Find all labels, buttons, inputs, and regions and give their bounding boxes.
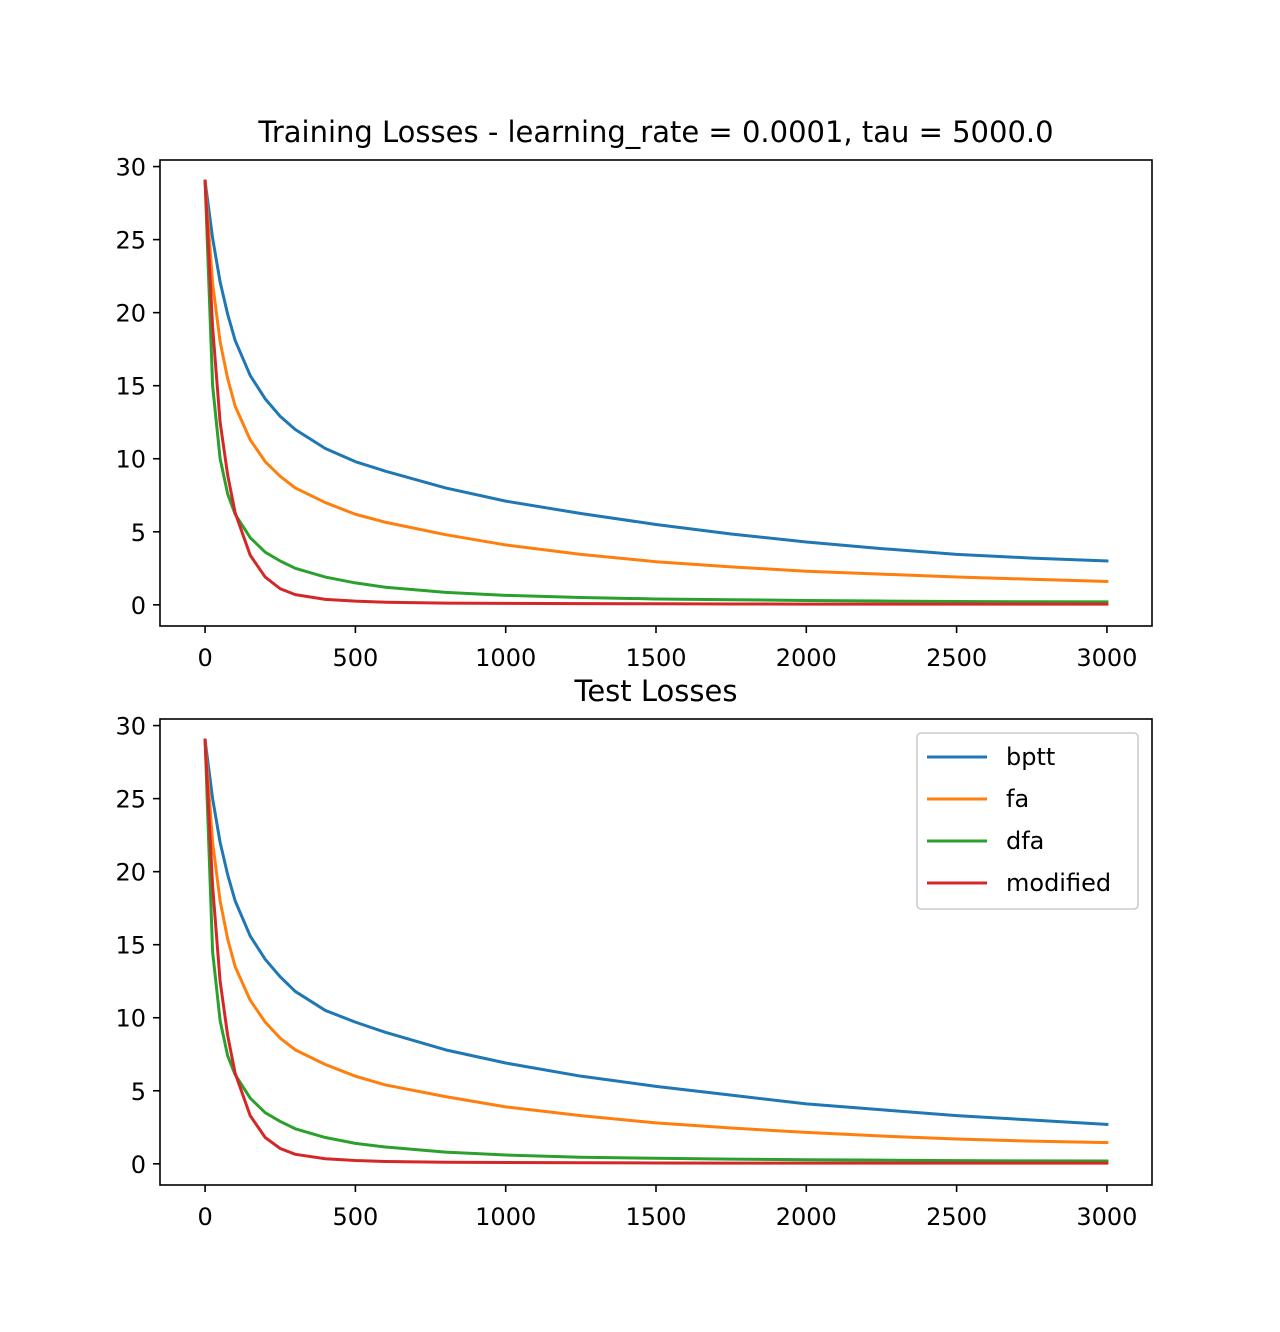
- x-tick-label: 2000: [776, 644, 837, 672]
- x-tick-label: 2500: [926, 1203, 987, 1231]
- y-tick-label: 10: [115, 446, 146, 474]
- x-tick-label: 1500: [625, 644, 686, 672]
- y-tick-label: 20: [115, 300, 146, 328]
- chart-title: Training Losses - learning_rate = 0.0001…: [257, 115, 1053, 149]
- x-tick-label: 3000: [1076, 1203, 1137, 1231]
- series-line-dfa: [203, 179, 1109, 604]
- legend: bptt fa dfa modified: [916, 732, 1139, 910]
- series-line-fa: [203, 179, 1109, 583]
- y-tick-label: 5: [131, 1078, 146, 1106]
- x-tick-label: 500: [332, 644, 378, 672]
- training-losses-panel: Training Losses - learning_rate = 0.0001…: [115, 115, 1153, 672]
- series-line-fa: [203, 738, 1109, 1145]
- x-tick-label: 0: [197, 644, 212, 672]
- y-tick-label: 15: [115, 373, 146, 401]
- y-tick-label: 5: [131, 519, 146, 547]
- test-losses-panel: Test Losses 0 500 1000 1500 2000 2500 3000 0 5 10 1…: [115, 674, 1153, 1231]
- y-tick-label: 30: [115, 154, 146, 182]
- y-tick-label: 15: [115, 932, 146, 960]
- y-tick-label: 30: [115, 713, 146, 741]
- y-tick-label: 0: [131, 592, 146, 620]
- x-tick-label: 1500: [625, 1203, 686, 1231]
- legend-box: [916, 732, 1139, 910]
- legend-label-modified: modified: [1006, 869, 1111, 897]
- x-tick-label: 2000: [776, 1203, 837, 1231]
- series-line-bptt: [203, 179, 1109, 563]
- y-tick-label: 25: [115, 227, 146, 255]
- series-line-bptt: [203, 738, 1109, 1126]
- legend-label-fa: fa: [1006, 785, 1029, 813]
- legend-label-dfa: dfa: [1006, 827, 1044, 855]
- y-tick-label: 25: [115, 786, 146, 814]
- series-line-dfa: [203, 738, 1109, 1163]
- series-line-modified: [203, 738, 1109, 1165]
- chart-title: Test Losses: [574, 674, 738, 708]
- y-tick-label: 0: [131, 1151, 146, 1179]
- series-line-modified: [203, 179, 1109, 606]
- x-tick-label: 1000: [475, 1203, 536, 1231]
- x-tick-label: 1000: [475, 644, 536, 672]
- y-tick-label: 20: [115, 859, 146, 887]
- x-tick-label: 3000: [1076, 644, 1137, 672]
- x-tick-label: 2500: [926, 644, 987, 672]
- x-tick-label: 500: [332, 1203, 378, 1231]
- x-tick-label: 0: [197, 1203, 212, 1231]
- legend-label-bptt: bptt: [1006, 743, 1055, 771]
- y-tick-label: 10: [115, 1005, 146, 1033]
